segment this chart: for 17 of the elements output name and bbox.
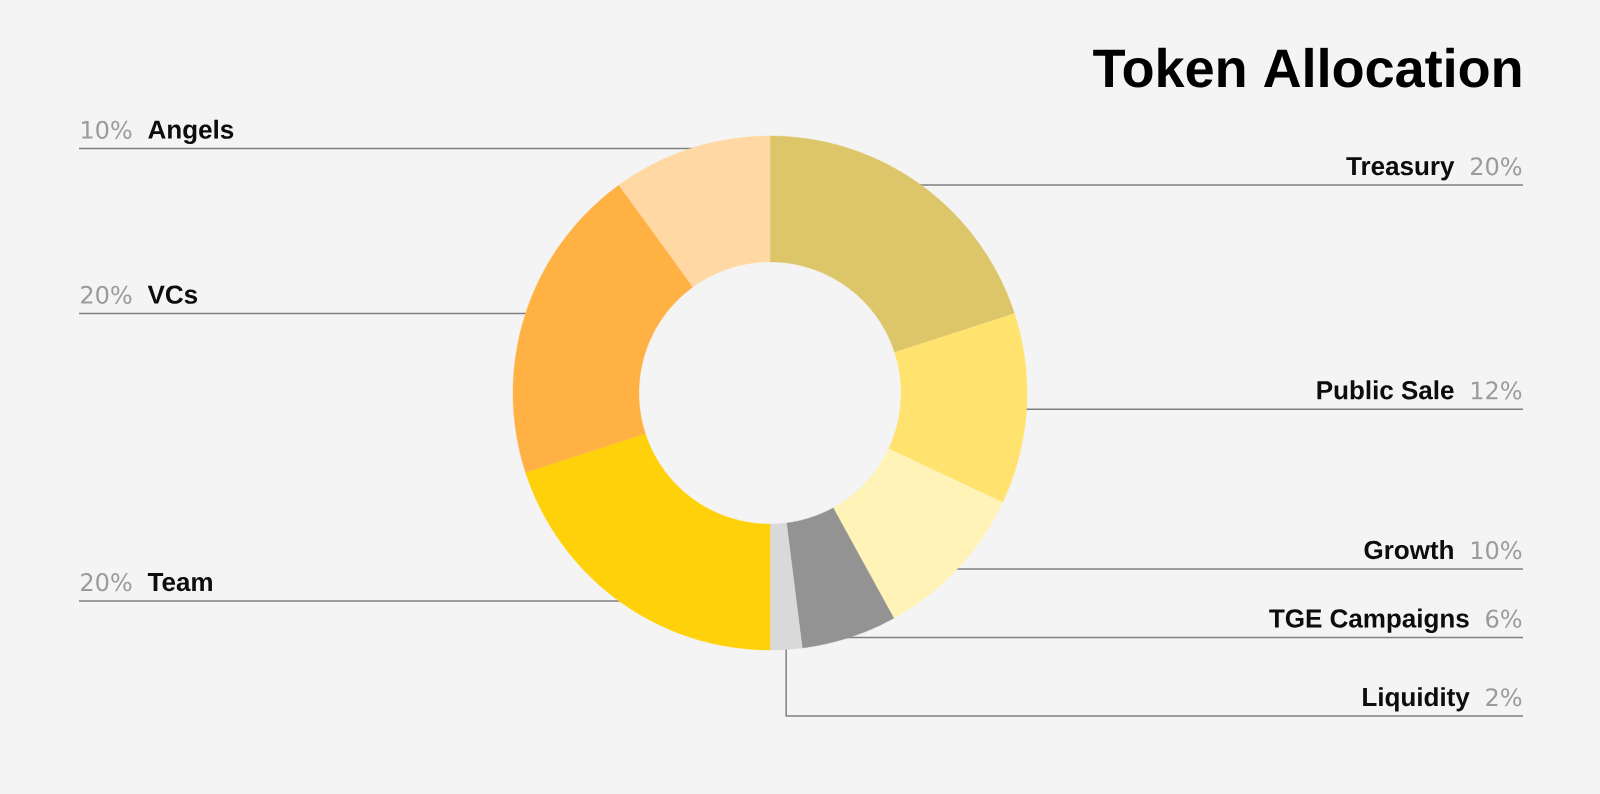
slice-label: VCs: [147, 285, 198, 304]
slice-label: Growth: [1364, 540, 1453, 560]
data-label: 20%: [1471, 157, 1522, 176]
slice-label: Public Sale: [1317, 380, 1454, 400]
data-label: 10%: [1471, 541, 1522, 560]
data-label: 10%: [82, 120, 132, 139]
data-label: 2%: [1486, 688, 1522, 707]
slice-label: Team: [147, 573, 212, 592]
data-label: 6%: [1486, 609, 1522, 628]
slice-label: Treasury: [1346, 157, 1455, 181]
data-label: 12%: [1471, 381, 1522, 400]
data-label: 20%: [81, 573, 132, 592]
chart-title: Token Allocation: [1093, 47, 1521, 88]
slice-label: TGE Campaigns: [1269, 608, 1469, 633]
slice-label: Liquidity: [1363, 687, 1470, 712]
slice-label: Angels: [148, 119, 234, 145]
data-label: 20%: [81, 285, 132, 304]
